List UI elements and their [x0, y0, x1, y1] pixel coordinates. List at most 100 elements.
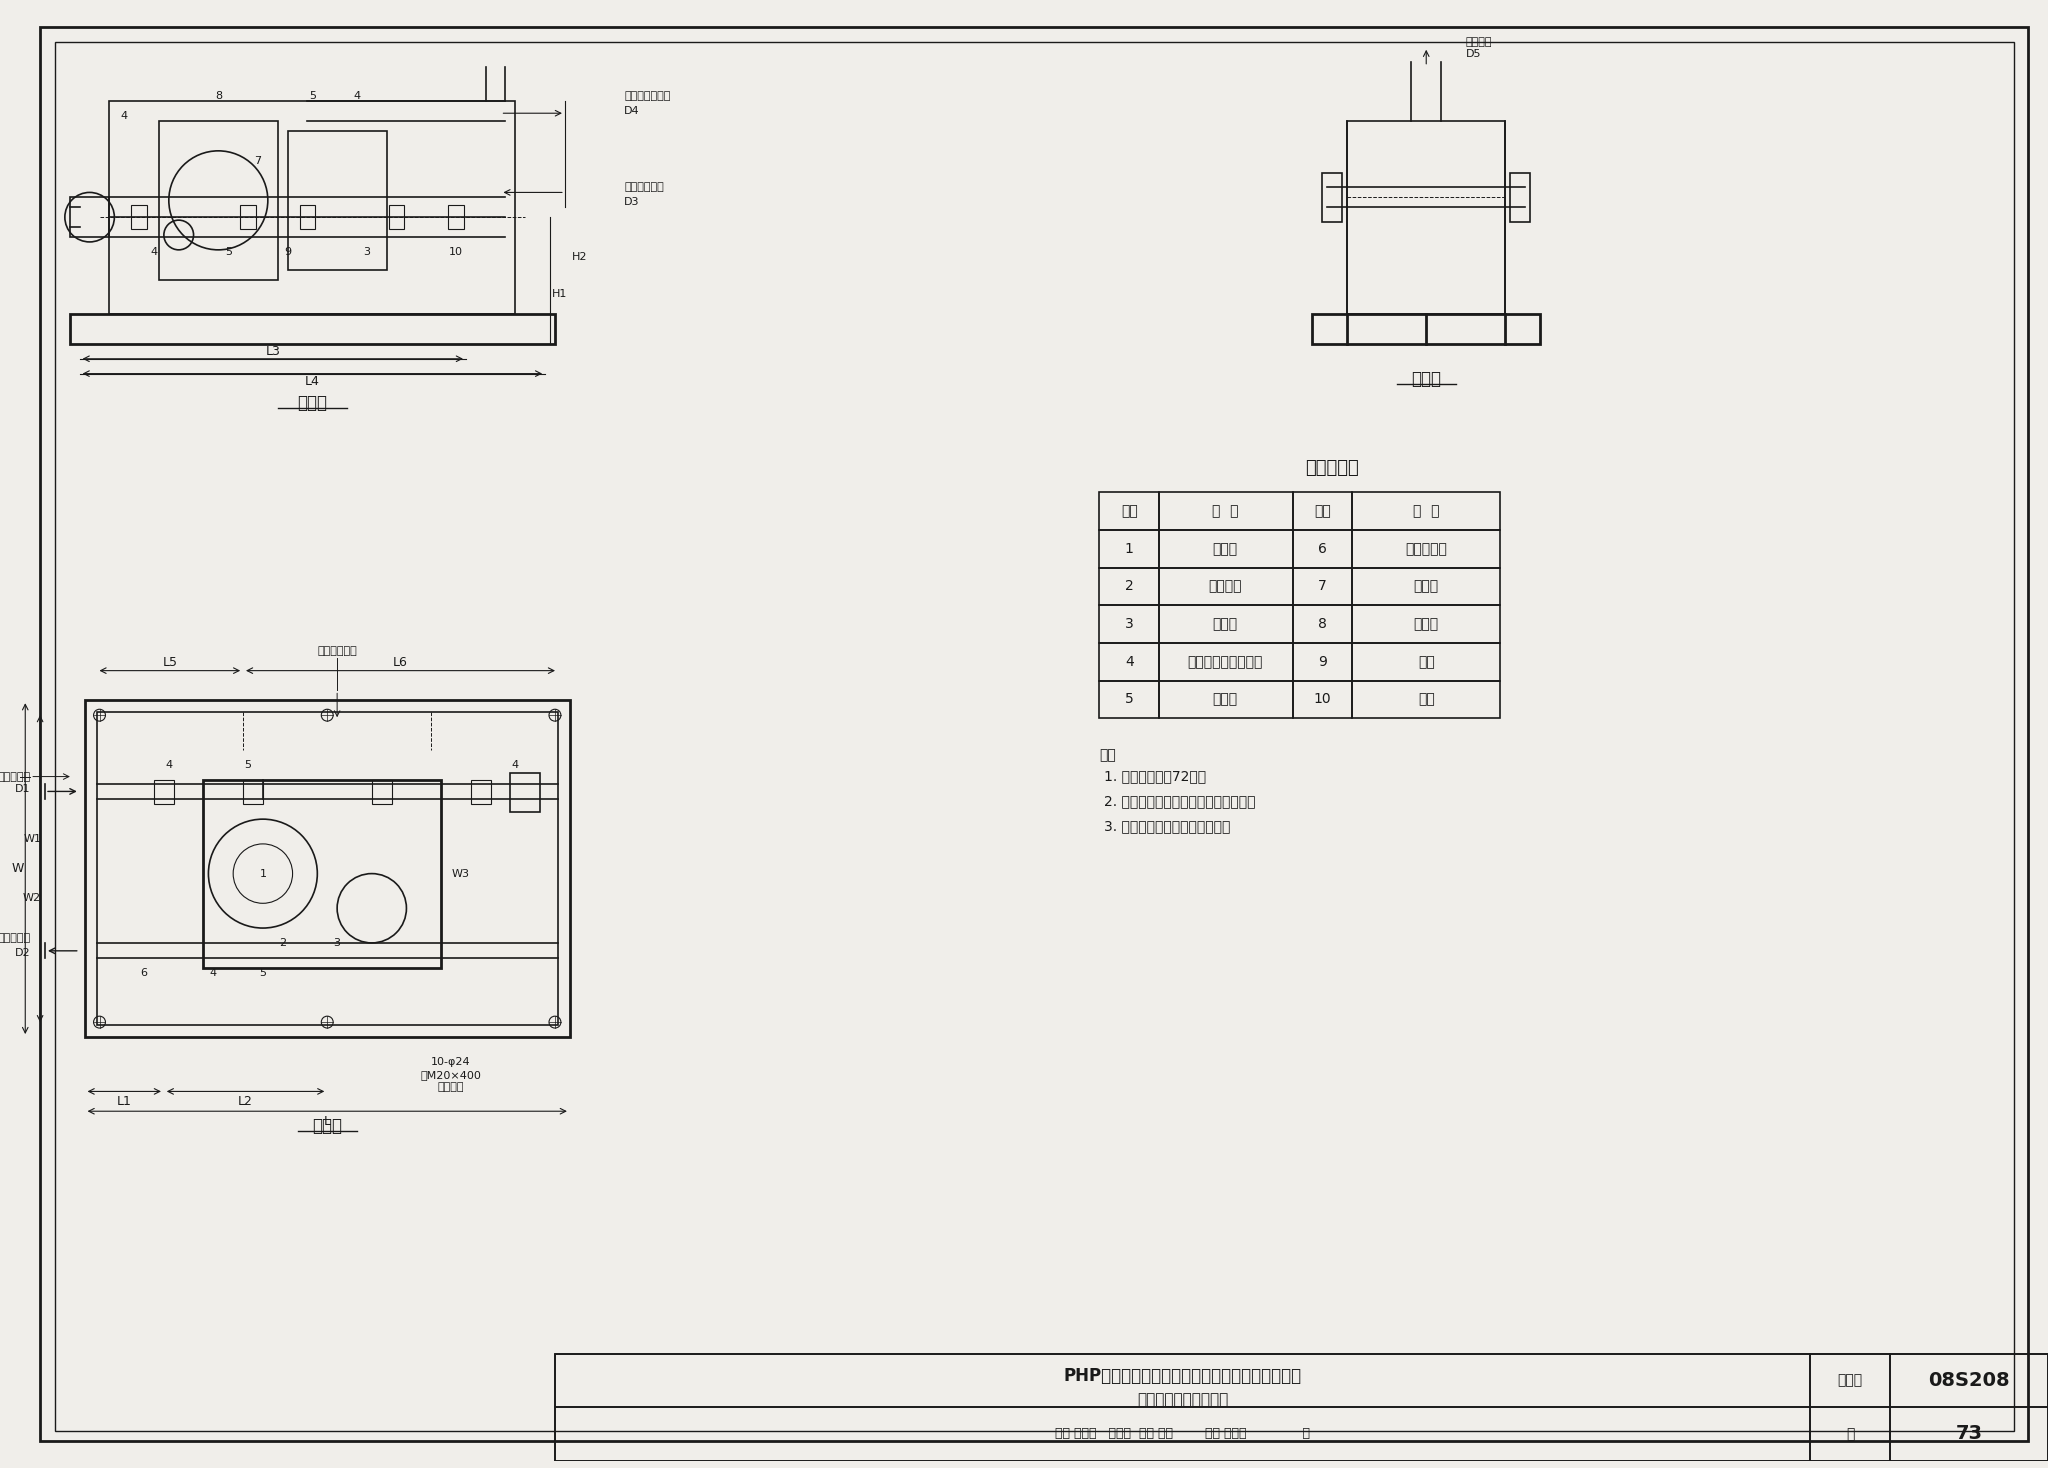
Bar: [1352, 530, 1501, 568]
Text: 10-φ24: 10-φ24: [432, 1057, 471, 1067]
Bar: [244, 780, 262, 804]
Text: 7: 7: [254, 156, 262, 166]
Text: L4: L4: [305, 374, 319, 388]
Text: 4: 4: [512, 760, 518, 769]
Bar: [1292, 568, 1352, 605]
Bar: [1890, 1408, 2048, 1461]
Text: PHP平衡压力式泡沫比例混合装置外形尺寸（三）: PHP平衡压力式泡沫比例混合装置外形尺寸（三）: [1063, 1367, 1303, 1384]
Bar: [1352, 605, 1501, 643]
Text: W: W: [10, 862, 23, 875]
Bar: [240, 206, 256, 229]
Bar: [1159, 530, 1292, 568]
Bar: [1352, 643, 1501, 681]
Text: （水轮机驱动、单泵）: （水轮机驱动、单泵）: [1137, 1392, 1229, 1406]
Text: 名  称: 名 称: [1212, 504, 1239, 518]
Text: 3: 3: [334, 938, 340, 948]
Text: 08S208: 08S208: [1927, 1371, 2009, 1390]
Text: 8: 8: [1317, 617, 1327, 631]
Text: H2: H2: [571, 252, 588, 261]
Text: W1: W1: [23, 834, 41, 844]
Bar: [1292, 492, 1352, 530]
Bar: [1159, 605, 1292, 643]
Bar: [1100, 568, 1159, 605]
Text: 消防水进口: 消防水进口: [0, 772, 31, 781]
Bar: [1159, 568, 1292, 605]
Text: D3: D3: [625, 197, 639, 207]
Bar: [287, 131, 387, 270]
Text: 9: 9: [1317, 655, 1327, 669]
Bar: [154, 780, 174, 804]
Text: 球阀（手动或电动）: 球阀（手动或电动）: [1188, 655, 1264, 669]
Text: D5: D5: [1466, 48, 1481, 59]
Bar: [1100, 643, 1159, 681]
Text: 4: 4: [354, 91, 360, 101]
Bar: [1313, 314, 1540, 344]
Text: L1: L1: [117, 1095, 131, 1108]
Text: 73: 73: [1956, 1424, 1982, 1443]
Bar: [1100, 530, 1159, 568]
Text: 水轮机排水坑: 水轮机排水坑: [317, 646, 356, 656]
Bar: [1100, 681, 1159, 718]
Text: 2: 2: [279, 938, 287, 948]
Bar: [555, 1353, 1810, 1408]
Text: 页: 页: [1845, 1427, 1853, 1442]
Bar: [1159, 492, 1292, 530]
Text: 配M20×400: 配M20×400: [420, 1070, 481, 1079]
Text: 比例混合器: 比例混合器: [1405, 542, 1448, 556]
Bar: [1100, 605, 1159, 643]
Text: 3. 本图按市售产品的资料编制．: 3. 本图按市售产品的资料编制．: [1104, 819, 1231, 834]
Bar: [1292, 605, 1352, 643]
Bar: [471, 780, 492, 804]
Text: 1. 原理图参见第72页．: 1. 原理图参见第72页．: [1104, 769, 1206, 784]
Bar: [203, 780, 440, 967]
Text: 4: 4: [166, 760, 172, 769]
Text: 7: 7: [1319, 580, 1327, 593]
Bar: [1292, 643, 1352, 681]
Text: 6: 6: [141, 967, 147, 978]
Text: 平衡阀: 平衡阀: [1413, 580, 1440, 593]
Bar: [373, 780, 391, 804]
Text: 1: 1: [1124, 542, 1135, 556]
Text: 侧立面: 侧立面: [1411, 370, 1442, 388]
Text: L6: L6: [393, 656, 408, 669]
Bar: [1509, 173, 1530, 222]
Text: 部件名称表: 部件名称表: [1305, 458, 1360, 477]
Bar: [70, 314, 555, 344]
Bar: [449, 206, 463, 229]
Text: L3: L3: [266, 345, 281, 358]
Text: D4: D4: [625, 106, 639, 116]
Text: 编号: 编号: [1315, 504, 1331, 518]
Bar: [1890, 1353, 2048, 1408]
Text: 10: 10: [449, 247, 463, 257]
Text: 5: 5: [260, 967, 266, 978]
Text: 水轮机: 水轮机: [1212, 542, 1237, 556]
Text: W3: W3: [453, 869, 469, 879]
Text: 地脚螺栓: 地脚螺栓: [438, 1082, 465, 1092]
Text: 3: 3: [1124, 617, 1135, 631]
Bar: [1159, 643, 1292, 681]
Text: 4: 4: [1124, 655, 1135, 669]
Bar: [1292, 530, 1352, 568]
Bar: [555, 1408, 1810, 1461]
Bar: [1323, 173, 1341, 222]
Text: 6: 6: [1317, 542, 1327, 556]
Bar: [555, 1353, 2048, 1461]
Text: 安全阀: 安全阀: [1413, 617, 1440, 631]
Bar: [510, 772, 541, 812]
Text: 冲洗出口: 冲洗出口: [1466, 37, 1493, 47]
Text: 3: 3: [362, 247, 371, 257]
Text: 注：: 注：: [1100, 747, 1116, 762]
Text: H1: H1: [553, 289, 567, 299]
Bar: [1810, 1353, 1890, 1408]
Text: 正立面: 正立面: [297, 395, 328, 413]
Text: 泡沫液泵: 泡沫液泵: [1208, 580, 1241, 593]
Bar: [1100, 492, 1159, 530]
Text: 9: 9: [285, 247, 291, 257]
Text: 8: 8: [215, 91, 221, 101]
Text: 5: 5: [225, 247, 231, 257]
Bar: [389, 206, 403, 229]
Bar: [1352, 568, 1501, 605]
Text: 混合液出口: 混合液出口: [0, 934, 31, 942]
Bar: [84, 700, 569, 1036]
Text: L: L: [324, 1114, 330, 1127]
